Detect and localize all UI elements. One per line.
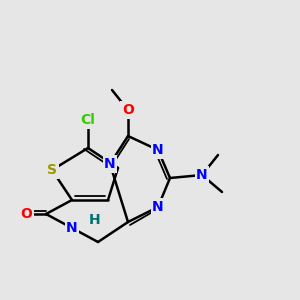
Text: N: N [66, 221, 78, 235]
Text: O: O [122, 103, 134, 117]
Text: N: N [196, 168, 208, 182]
Text: Cl: Cl [81, 113, 95, 127]
Text: N: N [152, 143, 164, 157]
Text: N: N [152, 200, 164, 214]
Text: O: O [122, 103, 134, 117]
Text: N: N [104, 157, 116, 171]
Text: H: H [89, 213, 101, 227]
Text: S: S [47, 163, 57, 177]
Text: O: O [20, 207, 32, 221]
